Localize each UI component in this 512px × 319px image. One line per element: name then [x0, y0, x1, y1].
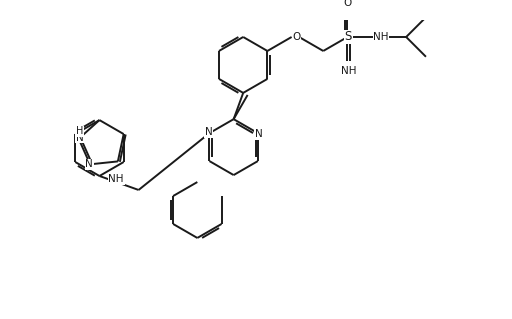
- Text: H: H: [76, 126, 83, 136]
- Text: NH: NH: [109, 174, 124, 184]
- Text: N: N: [86, 159, 93, 169]
- Text: NH: NH: [340, 66, 356, 77]
- Text: S: S: [345, 31, 352, 43]
- Text: O: O: [344, 0, 352, 8]
- Text: N: N: [76, 133, 83, 143]
- Text: O: O: [292, 32, 301, 42]
- Text: N: N: [255, 129, 263, 139]
- Text: NH: NH: [373, 32, 389, 42]
- Text: N: N: [205, 127, 212, 137]
